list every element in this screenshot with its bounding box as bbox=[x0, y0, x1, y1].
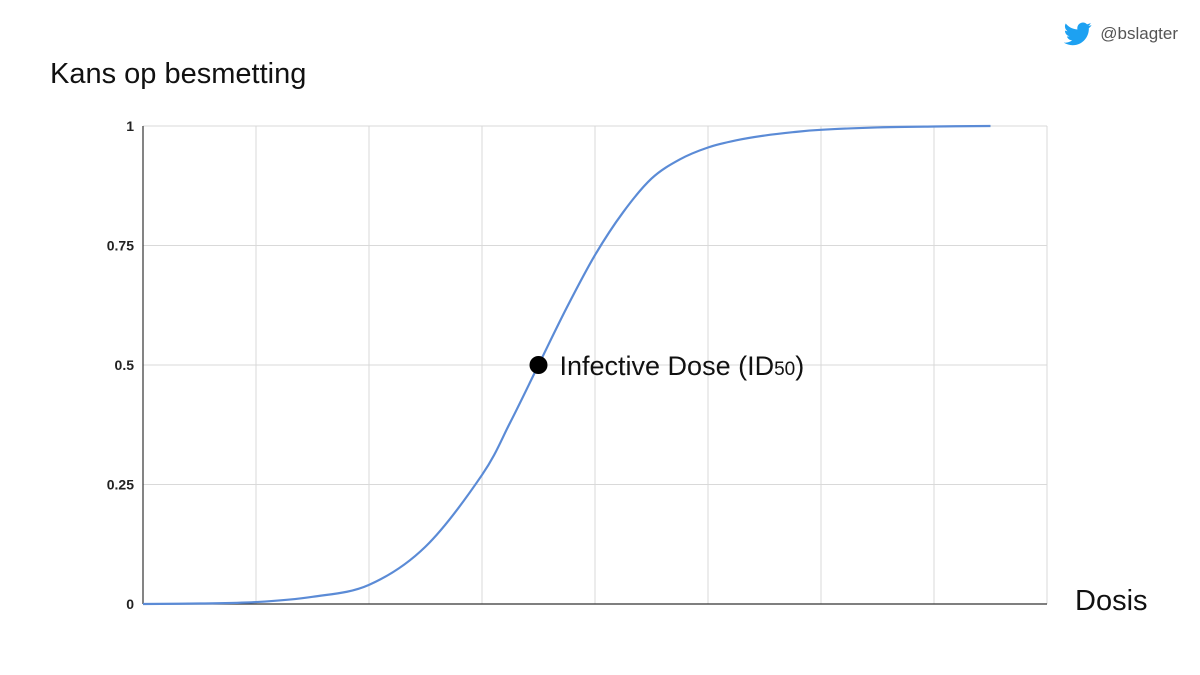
x-axis-title: Dosis bbox=[1075, 585, 1148, 617]
y-tick-label: 0.5 bbox=[115, 357, 135, 373]
id50-point bbox=[529, 356, 548, 374]
series-layer bbox=[142, 124, 991, 606]
id50-label-text: Infective Dose (ID bbox=[560, 351, 775, 381]
y-tick-label: 0.75 bbox=[107, 238, 134, 254]
annotation-layer: Infective Dose (ID50) bbox=[529, 351, 805, 381]
twitter-bird-icon bbox=[1064, 22, 1092, 46]
y-tick-label: 0 bbox=[126, 596, 134, 612]
author-credit: @bslagter bbox=[1064, 22, 1178, 46]
id50-label: Infective Dose (ID50) bbox=[560, 351, 805, 381]
y-tick-label: 0.25 bbox=[107, 477, 134, 493]
y-tick-label: 1 bbox=[126, 118, 134, 134]
id50-label-suffix: ) bbox=[795, 351, 804, 381]
id50-label-subscript: 50 bbox=[774, 359, 795, 380]
author-handle: @bslagter bbox=[1100, 24, 1178, 43]
y-tick-labels: 0 0.25 0.5 0.75 1 bbox=[107, 118, 134, 612]
y-axis-title: Kans op besmetting bbox=[50, 58, 307, 90]
axes bbox=[142, 126, 1047, 605]
series-line bbox=[142, 124, 991, 606]
